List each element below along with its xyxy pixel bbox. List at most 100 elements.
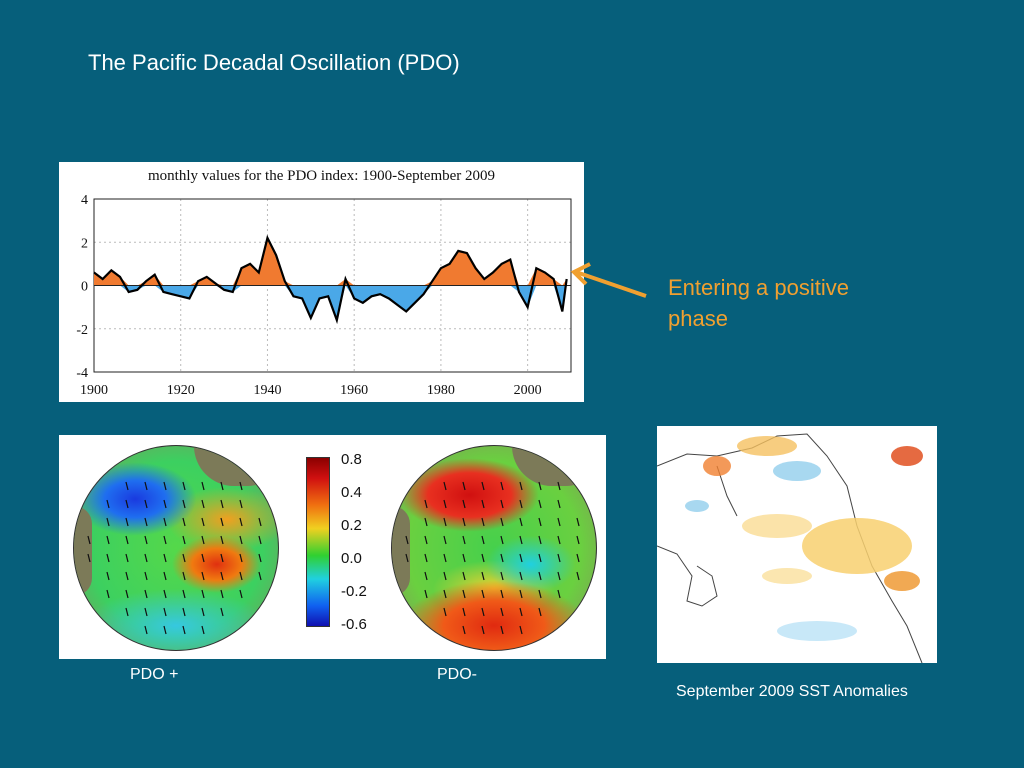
wind-arrow — [87, 553, 91, 563]
colorbar-label: 0.8 — [341, 451, 362, 468]
wind-arrow — [538, 589, 542, 599]
pdo-index-chart: 1900 1920 1940 1960 1980 2000 4 2 0 -2 -4 monthly … — [59, 162, 584, 402]
wind-arrow — [144, 499, 148, 509]
wind-arrow — [144, 517, 148, 527]
wind-arrow — [125, 535, 129, 545]
y-tick-label: -4 — [76, 366, 88, 381]
wind-arrow — [576, 553, 580, 563]
wind-arrow — [500, 571, 504, 581]
wind-arrow — [557, 499, 561, 509]
wind-arrow — [462, 481, 466, 491]
wind-arrow — [481, 517, 485, 527]
wind-arrow — [201, 517, 205, 527]
wind-arrow — [125, 589, 129, 599]
wind-arrow — [443, 481, 447, 491]
sst-anomaly-map — [657, 426, 937, 663]
wind-arrow — [163, 499, 167, 509]
wind-arrow — [538, 535, 542, 545]
wind-arrow — [106, 517, 110, 527]
wind-vectors — [405, 481, 580, 635]
wind-arrow — [538, 607, 542, 617]
wind-arrow — [538, 517, 542, 527]
slide-title: The Pacific Decadal Oscillation (PDO) — [88, 50, 460, 75]
wind-arrow — [144, 571, 148, 581]
x-tick-label: 1900 — [80, 383, 108, 398]
wind-arrow — [519, 589, 523, 599]
wind-arrow — [220, 499, 224, 509]
wind-arrow — [443, 571, 447, 581]
wind-arrow — [258, 517, 262, 527]
wind-arrow — [163, 625, 167, 635]
wind-vectors — [87, 481, 262, 635]
colorbar-label: -0.6 — [341, 616, 367, 633]
wind-arrow — [519, 607, 523, 617]
wind-arrow — [462, 499, 466, 509]
wind-arrow — [144, 553, 148, 563]
wind-arrow — [500, 481, 504, 491]
wind-arrow — [163, 553, 167, 563]
land-mass — [74, 506, 92, 596]
wind-arrow — [201, 553, 205, 563]
caption-pdo-plus: PDO + — [130, 666, 179, 683]
wind-arrow — [443, 517, 447, 527]
wind-arrow — [144, 589, 148, 599]
wind-arrow — [125, 481, 129, 491]
wind-arrow — [220, 571, 224, 581]
wind-arrow — [405, 553, 409, 563]
colorbar-label: 0.2 — [341, 517, 362, 534]
x-tick-label: 1920 — [167, 383, 195, 398]
wind-arrow — [182, 481, 186, 491]
wind-arrow — [538, 481, 542, 491]
wind-arrow — [106, 589, 110, 599]
wind-arrow — [557, 535, 561, 545]
wind-arrow — [462, 625, 466, 635]
wind-arrow — [201, 571, 205, 581]
wind-arrow — [125, 571, 129, 581]
colorbar-label: 0.4 — [341, 484, 362, 501]
wind-arrow — [443, 499, 447, 509]
wind-arrow — [182, 607, 186, 617]
wind-arrow — [519, 517, 523, 527]
wind-arrow — [258, 553, 262, 563]
wind-arrow — [557, 571, 561, 581]
wind-arrow — [182, 517, 186, 527]
wind-arrow — [424, 499, 428, 509]
wind-arrow — [220, 607, 224, 617]
colorbar — [306, 457, 330, 627]
wind-arrow — [405, 535, 409, 545]
wind-arrow — [557, 481, 561, 491]
wind-arrow — [500, 625, 504, 635]
wind-arrow — [201, 535, 205, 545]
wind-arrow — [163, 607, 167, 617]
wind-arrow — [125, 553, 129, 563]
wind-arrow — [220, 517, 224, 527]
wind-arrow — [557, 553, 561, 563]
wind-arrow — [443, 553, 447, 563]
wind-arrow — [201, 607, 205, 617]
wind-arrow — [424, 535, 428, 545]
wind-arrow — [182, 625, 186, 635]
wind-arrow — [201, 589, 205, 599]
wind-arrow — [519, 481, 523, 491]
wind-arrow — [576, 571, 580, 581]
wind-arrow — [220, 535, 224, 545]
wind-arrow — [481, 589, 485, 599]
sst-map-svg — [657, 433, 923, 663]
callout-arrow — [570, 262, 647, 298]
caption-sst: September 2009 SST Anomalies — [676, 683, 908, 700]
wind-arrow — [182, 499, 186, 509]
wind-arrow — [220, 481, 224, 491]
wind-arrow — [125, 607, 129, 617]
wind-arrow — [182, 589, 186, 599]
wind-arrow — [182, 553, 186, 563]
colorbar-label: 0.0 — [341, 550, 362, 567]
pdo-positive-globe — [73, 445, 279, 651]
wind-arrow — [576, 535, 580, 545]
wind-arrow — [163, 517, 167, 527]
wind-arrow — [239, 571, 243, 581]
wind-arrow — [481, 553, 485, 563]
wind-arrow — [163, 589, 167, 599]
wind-arrow — [163, 535, 167, 545]
wind-arrow — [106, 499, 110, 509]
callout-text: Entering a positive phase — [668, 275, 849, 331]
